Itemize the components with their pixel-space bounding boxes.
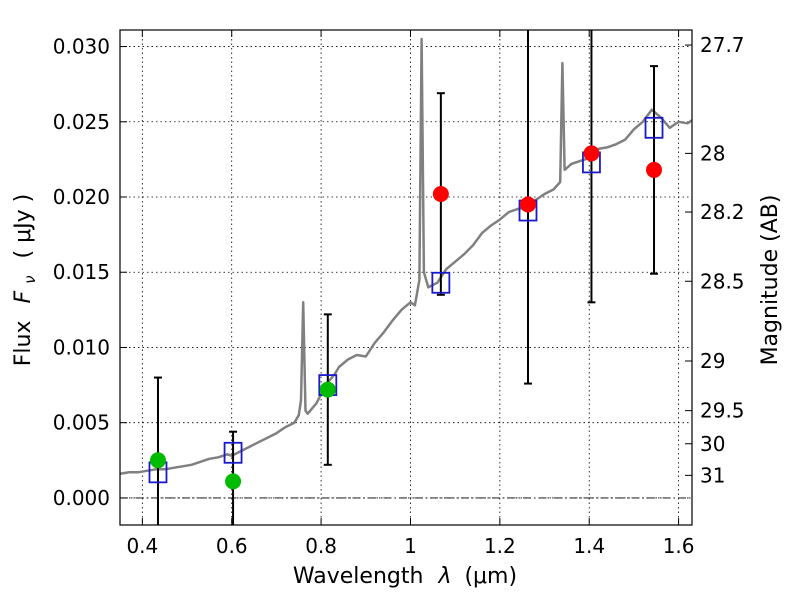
- upper-limit-point: [319, 381, 336, 398]
- detection-point: [432, 185, 449, 202]
- y2-tick-label: 29.5: [700, 399, 745, 423]
- x-tick-label: 1.4: [573, 534, 605, 558]
- y-tick-label: 0.010: [53, 335, 110, 359]
- detection-point: [519, 196, 536, 213]
- y2-tick-label: 31: [700, 463, 725, 487]
- model-box-marker: [644, 116, 664, 139]
- x-axis-label-unit: (μm): [464, 564, 517, 589]
- upper-limit-point: [225, 473, 242, 490]
- y-tick-label: 0.015: [53, 260, 110, 284]
- y-tick-label: 0.025: [53, 110, 110, 134]
- x-tick-label: 0.6: [216, 534, 248, 558]
- y-tick-label: 0.005: [53, 411, 110, 435]
- y2-tick-label: 28.5: [700, 269, 745, 293]
- x-tick-label: 1.6: [663, 534, 695, 558]
- axes: 0.4 0.6 0.8 1 1.2 1.4 1.6 0.000 0.005 0.010 0.015 0…: [53, 30, 745, 558]
- y2-tick-label: 28: [700, 141, 725, 165]
- x-axis-label-text: Wavelength: [293, 564, 424, 589]
- x-tick-label: 0.8: [305, 534, 337, 558]
- y2-tick-label: 27.7: [700, 33, 745, 57]
- y-axis-label-text: Flux: [11, 320, 36, 366]
- detection-point: [646, 161, 663, 178]
- y-axis-label: Flux F ν ( μJy ): [11, 194, 41, 366]
- y2-tick-label: 28.2: [700, 200, 745, 224]
- model-box-marker: [223, 441, 243, 464]
- y2-axis-label-text: Magnitude (AB): [758, 195, 783, 366]
- y-axis-label-subscript: ν: [21, 275, 39, 283]
- detection-point: [583, 145, 600, 162]
- x-axis-label-symbol: λ: [437, 564, 451, 589]
- plot-frame: [119, 29, 693, 526]
- x-tick-label: 0.4: [126, 534, 158, 558]
- x-axis-label: Wavelength λ (μm): [293, 564, 517, 589]
- y2-tick-label: 29: [700, 349, 725, 373]
- y-tick-label: 0.020: [53, 185, 110, 209]
- y-tick-label: 0.000: [53, 486, 110, 510]
- model-box-marker: [431, 271, 451, 294]
- upper-limit-point: [149, 452, 166, 469]
- grid: [120, 30, 692, 525]
- y-axis-label-unit: ( μJy ): [11, 194, 36, 259]
- plot-area: [120, 30, 692, 525]
- y-axis-label-symbol: F: [11, 290, 36, 303]
- x-tick-label: 1.2: [484, 534, 516, 558]
- spectrum-line: [120, 37, 692, 476]
- x-tick-label: 1: [404, 534, 417, 558]
- y2-axis-label: Magnitude (AB): [758, 195, 783, 366]
- y-tick-label: 0.030: [53, 35, 110, 59]
- y2-tick-label: 30: [700, 432, 725, 456]
